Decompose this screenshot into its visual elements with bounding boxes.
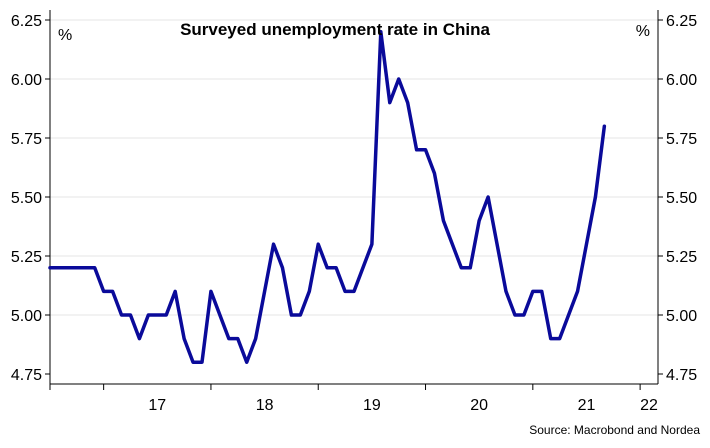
x-tick-label: 20 <box>470 397 488 414</box>
y-tick-label-right: 6.00 <box>666 72 697 89</box>
y-tick-label-left: 5.25 <box>11 249 42 266</box>
y-tick-label-right: 5.25 <box>666 249 697 266</box>
y-tick-label-left: 5.75 <box>11 131 42 148</box>
y-tick-label-right: 5.75 <box>666 131 697 148</box>
y-tick-label-right: 4.75 <box>666 367 697 384</box>
right-unit-label: % <box>636 23 650 40</box>
x-tick-label: 18 <box>256 397 274 414</box>
y-tick-label-right: 5.00 <box>666 308 697 325</box>
y-tick-label-left: 5.50 <box>11 190 42 207</box>
x-ticks: 17 18 19 20 21 22 <box>49 384 658 414</box>
chart-title: Surveyed unemployment rate in China <box>180 20 490 39</box>
x-tick-label: 17 <box>148 397 166 414</box>
series-layer <box>48 30 607 364</box>
x-tick-label: 19 <box>363 397 381 414</box>
gridlines <box>50 19 658 316</box>
x-tick-label: 21 <box>578 397 596 414</box>
y-tick-label-left: 4.75 <box>11 367 42 384</box>
series-line <box>48 30 607 364</box>
y-tick-label-left: 6.25 <box>11 13 42 30</box>
y-tick-label-left: 5.00 <box>11 308 42 325</box>
x-tick-label: 22 <box>640 397 658 414</box>
source-note: Source: Macrobond and Nordea <box>529 423 700 437</box>
y-tick-label-right: 6.25 <box>666 13 697 30</box>
left-y-ticks: 4.75 5.00 5.25 5.50 5.75 6.00 6.25 <box>11 13 50 384</box>
y-tick-label-right: 5.50 <box>666 190 697 207</box>
right-y-ticks: 4.75 5.00 5.25 5.50 5.75 6.00 6.25 <box>658 13 697 384</box>
left-unit-label: % <box>58 27 72 44</box>
y-tick-label-left: 6.00 <box>11 72 42 89</box>
